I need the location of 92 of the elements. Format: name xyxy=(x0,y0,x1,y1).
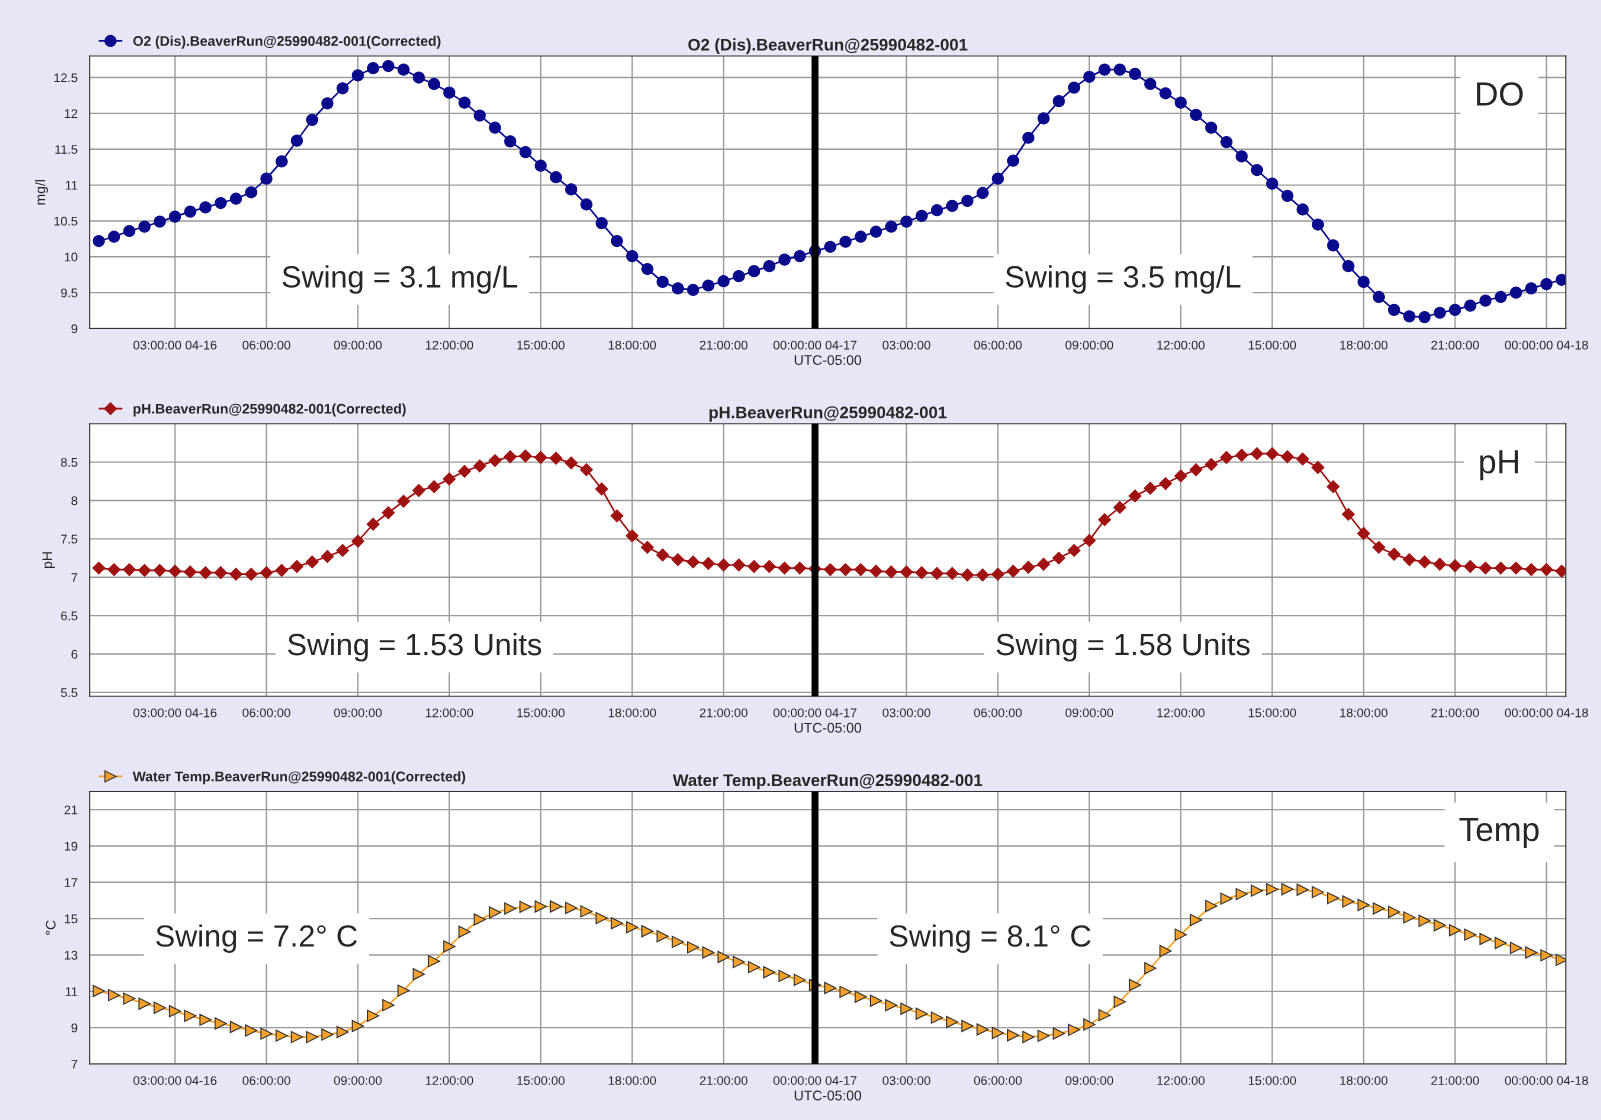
x-tick-label: 15:00:00 xyxy=(517,340,565,350)
x-tick-label: 21:00:00 xyxy=(699,340,748,350)
y-tick-label: 11 xyxy=(65,181,78,190)
x-tick-label: 12:00:00 xyxy=(1157,1076,1205,1085)
y-axis-title: mg/l xyxy=(35,180,48,205)
x-tick-label: 18:00:00 xyxy=(608,1076,656,1085)
y-tick-label: 11.5 xyxy=(55,145,78,154)
text: pH xyxy=(42,552,55,568)
y-tick-label: 9 xyxy=(71,324,78,334)
x-tick-label: 06:00:00 xyxy=(242,1076,291,1085)
y-tick-label: 8.5 xyxy=(61,457,78,467)
x-tick-label: 06:00:00 xyxy=(974,708,1022,718)
x-tick-label: 21:00:00 xyxy=(1431,708,1479,718)
x-tick-label: 12:00:00 xyxy=(1157,708,1205,718)
x-tick-label: 15:00:00 xyxy=(517,1076,565,1085)
annotation: Swing = 8.1° C xyxy=(889,924,1091,953)
legend-label: O2 (Dis).BeaverRun@25990482-001(Corrected) xyxy=(133,35,441,49)
annotation: Temp xyxy=(1459,818,1539,848)
x-tick-label: 18:00:00 xyxy=(1340,340,1388,350)
x-tick-label: 09:00:00 xyxy=(1065,708,1114,718)
x-tick-label: 21:00:00 xyxy=(1431,1076,1479,1085)
y-tick-label: 9 xyxy=(71,1023,78,1033)
y-axis-title: °C xyxy=(45,920,56,935)
x-tick-label: 12:00:00 xyxy=(425,708,474,718)
x-tick-label: 06:00:00 xyxy=(242,340,291,350)
x-tick-label: 09:00:00 xyxy=(334,1076,382,1085)
x-tick-label: 21:00:00 xyxy=(1431,340,1479,350)
x-tick-label: 03:00:00 xyxy=(882,1076,931,1085)
x-tick-label: 03:00:00 xyxy=(882,340,931,350)
x-tick-label: 00:00:00 04-17 xyxy=(773,340,857,350)
annotation: Swing = 3.5 mg/L xyxy=(1005,265,1241,294)
y-tick-label: 15 xyxy=(64,914,78,924)
x-axis-title: UTC-05:00 xyxy=(794,722,862,733)
y-tick-label: 12 xyxy=(64,109,78,118)
x-tick-label: 00:00:00 04-18 xyxy=(1504,708,1588,718)
y-tick-label: 7 xyxy=(71,573,78,582)
x-tick-label: 06:00:00 xyxy=(242,708,291,718)
y-tick-label: 5.5 xyxy=(60,688,78,698)
chart-title: O2 (Dis).BeaverRun@25990482-001 xyxy=(688,38,968,54)
x-tick-label: 03:00:00 04-16 xyxy=(133,708,217,718)
y-tick-label: 10 xyxy=(64,252,78,262)
y-axis-title: pH xyxy=(1480,450,1518,481)
y-tick-label: 21 xyxy=(64,805,78,815)
x-tick-label: 00:00:00 04-17 xyxy=(773,1076,857,1085)
x-tick-label: 12:00:00 xyxy=(425,1076,474,1085)
y-tick-label: 9.5 xyxy=(61,288,78,298)
y-tick-label: 8 xyxy=(71,496,78,506)
x-axis-title: UTC-05:00 xyxy=(794,1090,862,1101)
x-tick-label: 15:00:00 xyxy=(1248,340,1297,350)
y-tick-label: 6.5 xyxy=(61,611,78,621)
x-tick-label: 15:00:00 xyxy=(517,708,565,718)
y-tick-label: 6 xyxy=(71,649,78,659)
x-tick-label: 21:00:00 xyxy=(699,708,748,718)
legend-label: pH.BeaverRun@25990482-001(Corrected) xyxy=(133,403,406,417)
y-tick-label: 12.5 xyxy=(54,73,78,83)
x-tick-label: 03:00:00 04-16 xyxy=(133,340,217,350)
x-tick-label: 09:00:00 xyxy=(1065,1076,1114,1085)
y-tick-label: 7 xyxy=(71,1059,78,1069)
x-tick-label: 09:00:00 xyxy=(334,708,382,718)
x-tick-label: 18:00:00 xyxy=(608,708,656,718)
annotation: Swing = 3.1 mg/L xyxy=(282,265,518,294)
x-tick-label: 15:00:00 xyxy=(1248,1076,1297,1085)
x-tick-label: 00:00:00 04-17 xyxy=(773,708,857,718)
y-tick-label: 13 xyxy=(64,950,78,960)
annotation: Swing = 1.53 Units xyxy=(287,632,542,662)
annotation: DO xyxy=(1477,82,1523,106)
y-tick-label: 17 xyxy=(64,878,78,887)
x-tick-label: 09:00:00 xyxy=(1065,340,1114,350)
x-tick-label: 00:00:00 04-18 xyxy=(1504,1076,1588,1085)
x-axis-title: UTC-05:00 xyxy=(794,355,862,365)
x-tick-label: 18:00:00 xyxy=(1340,708,1388,718)
x-tick-label: 03:00:00 xyxy=(882,708,931,718)
x-tick-label: 12:00:00 xyxy=(1157,340,1205,350)
x-tick-label: 03:00:00 04-16 xyxy=(133,1076,217,1085)
y-tick-label: 11 xyxy=(65,987,78,996)
x-tick-label: 00:00:00 04-18 xyxy=(1504,340,1588,350)
annotation: Swing = 7.2° C xyxy=(156,924,357,953)
x-tick-label: 06:00:00 xyxy=(974,340,1022,350)
x-tick-label: 18:00:00 xyxy=(1340,1076,1388,1085)
y-tick-label: 10.5 xyxy=(54,216,78,226)
annotation: Swing = 1.58 Units xyxy=(996,632,1250,662)
y-tick-label: 7.5 xyxy=(61,534,78,544)
x-tick-label: 18:00:00 xyxy=(608,340,656,350)
x-tick-label: 06:00:00 xyxy=(974,1076,1022,1085)
chart-title: pH.BeaverRun@25990482-001 xyxy=(709,406,947,422)
x-tick-label: 12:00:00 xyxy=(425,340,474,350)
x-tick-label: 15:00:00 xyxy=(1248,708,1297,718)
chart-title: Water Temp.BeaverRun@25990482-001 xyxy=(672,774,983,790)
x-tick-label: 09:00:00 xyxy=(334,340,382,350)
y-tick-label: 19 xyxy=(64,841,78,851)
x-tick-label: 21:00:00 xyxy=(699,1076,748,1085)
legend-label: Water Temp.BeaverRun@25990482-001(Corrected) xyxy=(132,771,466,785)
